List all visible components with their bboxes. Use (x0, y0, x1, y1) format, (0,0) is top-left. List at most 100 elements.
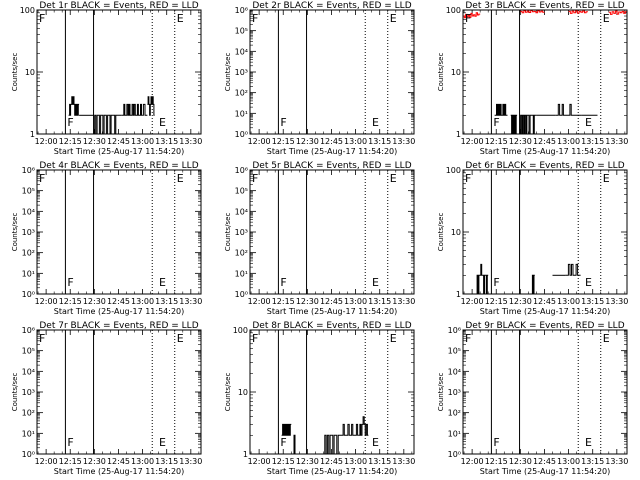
marker-label-e: E (177, 332, 184, 345)
x-tick-label: 12:45 (533, 137, 556, 146)
events-series-line (68, 103, 72, 116)
panel-title: Det 2r BLACK = Events, RED = LLD (252, 1, 411, 11)
y-tick-label: 10¹ (235, 269, 248, 278)
y-tick-label: 10³ (235, 68, 248, 77)
y-tick-label: 10³ (448, 388, 461, 397)
marker-label-f: F (252, 172, 258, 185)
marker-label-f: F (39, 172, 45, 185)
x-tick-label: 13:15 (155, 137, 178, 146)
y-tick-label: 10⁵ (235, 27, 248, 36)
x-tick-label: 13:30 (392, 457, 415, 466)
panel-det-6: Det 6r BLACK = Events, RED = LLD Counts/s… (437, 161, 628, 316)
y-tick-label: 1 (30, 130, 35, 139)
marker-label-e: E (603, 332, 610, 345)
y-tick-label: 100 (20, 6, 35, 15)
events-series-line (494, 103, 508, 116)
x-tick-label: 12:30 (509, 297, 532, 306)
marker-label-f: F (67, 116, 73, 129)
x-tick-label: 13:15 (155, 457, 178, 466)
marker-label-f: F (493, 276, 499, 289)
y-tick-label: 10⁰ (235, 130, 248, 139)
x-tick-label: 13:30 (605, 457, 628, 466)
y-tick-label: 10⁶ (22, 166, 35, 175)
marker-label-f: F (493, 436, 499, 449)
y-tick-label: 10⁵ (22, 347, 35, 356)
x-tick-label: 12:15 (272, 297, 295, 306)
x-tick-label: 13:00 (557, 457, 580, 466)
y-axis-label: Counts/sec (11, 373, 19, 412)
x-tick-label: 13:00 (344, 457, 367, 466)
events-series-line (476, 263, 489, 295)
x-tick-label: 13:00 (344, 297, 367, 306)
marker-label-e: E (390, 172, 397, 185)
marker-label-f: F (280, 436, 286, 449)
marker-label-e: E (390, 12, 397, 25)
marker-label-e: E (585, 436, 592, 449)
panel-det-9: Det 9r BLACK = Events, RED = LLD Counts/s… (437, 321, 628, 476)
panel-title: Det 4r BLACK = Events, RED = LLD (39, 161, 198, 171)
x-tick-label: 12:45 (107, 137, 130, 146)
plot-frame (249, 9, 415, 135)
x-tick-label: 12:00 (461, 457, 484, 466)
x-tick-label: 12:00 (35, 137, 58, 146)
plot-frame (462, 169, 628, 295)
x-tick-label: 12:30 (83, 297, 106, 306)
plot-frame (462, 329, 628, 455)
y-tick-label: 10⁴ (22, 367, 35, 376)
x-tick-label: 13:15 (368, 457, 391, 466)
x-tick-label: 12:00 (248, 297, 271, 306)
x-axis-label: Start Time (25-Aug-17 11:54:20) (480, 307, 611, 316)
marker-label-f: F (465, 172, 471, 185)
y-tick-label: 10² (235, 89, 248, 98)
y-tick-label: 10 (25, 68, 35, 77)
marker-label-e: E (585, 116, 592, 129)
x-tick-label: 12:45 (320, 297, 343, 306)
x-tick-label: 12:15 (59, 457, 82, 466)
events-series-line (565, 263, 581, 276)
y-tick-label: 10 (451, 68, 461, 77)
x-tick-label: 13:00 (557, 297, 580, 306)
x-tick-label: 12:00 (35, 457, 58, 466)
lld-series-line (463, 12, 481, 19)
events-series-line (519, 114, 537, 135)
y-tick-label: 1 (243, 450, 248, 459)
marker-label-e: E (603, 172, 610, 185)
x-axis-label: Start Time (25-Aug-17 11:54:20) (267, 147, 398, 156)
y-tick-label: 100 (446, 166, 461, 175)
y-axis-label: Counts/sec (224, 213, 232, 252)
x-tick-label: 12:15 (59, 297, 82, 306)
y-tick-label: 10⁵ (22, 187, 35, 196)
x-axis-label: Start Time (25-Aug-17 11:54:20) (54, 307, 185, 316)
y-tick-label: 10⁴ (235, 207, 248, 216)
x-tick-label: 12:45 (320, 137, 343, 146)
x-tick-label: 12:30 (296, 457, 319, 466)
x-tick-label: 12:45 (533, 457, 556, 466)
x-tick-label: 13:15 (155, 297, 178, 306)
x-tick-label: 12:30 (83, 137, 106, 146)
panel-title: Det 9r BLACK = Events, RED = LLD (465, 321, 624, 331)
y-tick-label: 10³ (22, 388, 35, 397)
marker-label-e: E (372, 276, 379, 289)
x-tick-label: 12:30 (509, 457, 532, 466)
x-tick-label: 12:15 (485, 137, 508, 146)
panel-title: Det 7r BLACK = Events, RED = LLD (39, 321, 198, 331)
y-tick-label: 10³ (22, 228, 35, 237)
marker-label-f: F (67, 436, 73, 449)
x-tick-label: 13:00 (344, 137, 367, 146)
panel-det-4: Det 4r BLACK = Events, RED = LLD Counts/s… (11, 161, 202, 316)
marker-label-f: F (465, 332, 471, 345)
y-tick-label: 10⁶ (235, 166, 248, 175)
events-series-line (121, 103, 143, 116)
x-tick-label: 13:15 (581, 457, 604, 466)
marker-label-f: F (252, 332, 258, 345)
y-axis-label: Counts/sec (224, 53, 232, 92)
y-tick-label: 10⁶ (448, 326, 461, 335)
y-axis-label: Counts/sec (437, 213, 445, 252)
x-tick-label: 13:30 (392, 137, 415, 146)
plot-frame (36, 169, 202, 295)
panel-title: Det 6r BLACK = Events, RED = LLD (465, 161, 624, 171)
y-tick-label: 10 (451, 228, 461, 237)
marker-label-f: F (493, 116, 499, 129)
panel-det-3: Det 3r BLACK = Events, RED = LLD Counts/s… (437, 1, 628, 156)
